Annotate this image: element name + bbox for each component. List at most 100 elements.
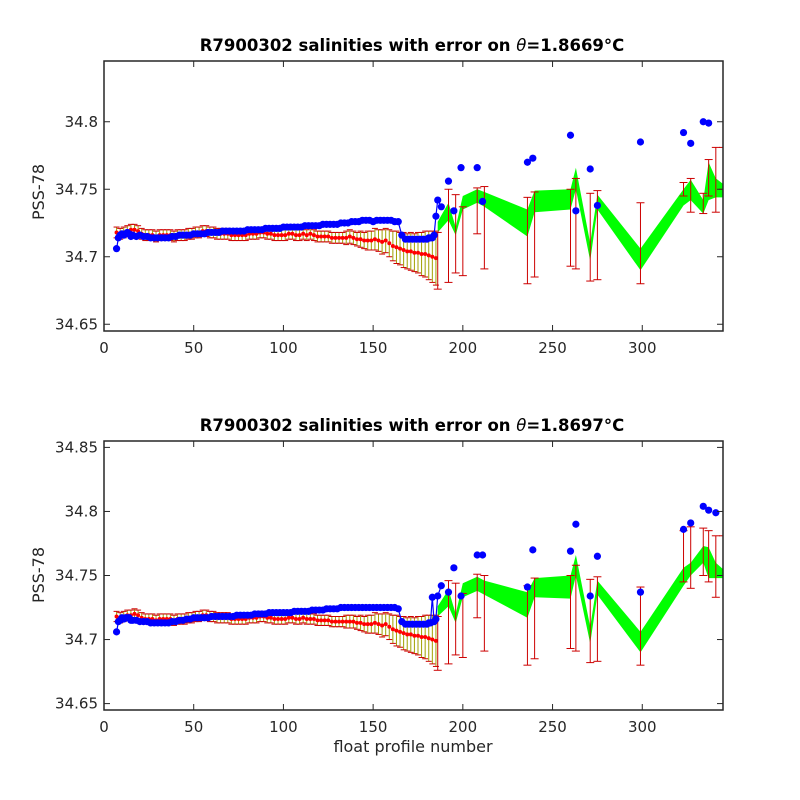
calibrated-point <box>405 249 410 254</box>
calibrated-point <box>290 231 295 236</box>
calibrated-point <box>362 238 367 243</box>
calibrated-point <box>132 611 137 616</box>
float-point <box>523 583 532 591</box>
calibrated-point <box>412 633 417 638</box>
calibrated-point <box>398 629 403 634</box>
top-panel-title: R7900302 salinities with error on θ=1.86… <box>200 36 625 55</box>
calibrated-point <box>423 252 428 257</box>
calibrated-point <box>408 632 413 637</box>
calibrated-point <box>401 248 406 252</box>
calibrated-point <box>347 619 352 624</box>
calibrated-point <box>365 622 370 627</box>
calibrated-point <box>394 628 399 633</box>
calibrated-point <box>376 622 381 627</box>
calibrated-point <box>415 633 420 638</box>
x-tick-label: 250 <box>538 718 567 736</box>
calibrated-point <box>426 253 431 258</box>
bottom-panel-plot-area: 0 50 100 150 200 250 300 34.65 34.7 34.75 34.8 34.8… <box>55 438 724 736</box>
x-tick-label: 0 <box>99 339 109 357</box>
float-point <box>593 201 602 210</box>
float-point <box>112 245 121 253</box>
calibrated-point <box>311 617 316 622</box>
x-tick-label: 250 <box>538 339 567 357</box>
float-point <box>529 154 537 162</box>
x-tick-label: 150 <box>359 718 388 736</box>
float-point <box>572 520 580 528</box>
x-tick-label: 200 <box>449 339 478 357</box>
calibrated-point <box>383 622 388 627</box>
y-tick-label: 34.85 <box>55 438 98 456</box>
calibrated-point <box>283 617 288 622</box>
y-tick-label: 34.65 <box>55 695 98 713</box>
float-point <box>705 119 713 127</box>
calibrated-point <box>293 617 298 622</box>
float-point <box>444 177 453 185</box>
calibrated-point <box>430 254 435 259</box>
calibrated-point <box>340 619 345 624</box>
float-point <box>566 547 575 555</box>
calibrated-point <box>412 250 417 255</box>
fit-band <box>437 162 723 271</box>
top-panel: R7900302 salinities with error on θ=1.86… <box>29 36 724 357</box>
calibrated-point <box>419 252 424 257</box>
x-tick-label: 200 <box>449 718 478 736</box>
calibrated-point <box>308 617 313 622</box>
float-point <box>705 506 713 514</box>
calibrated-point <box>337 619 342 624</box>
calibrated-point <box>376 238 381 243</box>
float-point <box>566 131 575 139</box>
calibrated-point <box>268 231 273 236</box>
calibrated-point <box>322 234 327 239</box>
float-point <box>430 231 438 239</box>
float-point <box>586 165 594 173</box>
y-tick-label: 34.7 <box>65 248 98 266</box>
y-tick-label: 34.65 <box>55 315 98 333</box>
calibrated-point <box>286 231 291 236</box>
float-point <box>478 197 487 205</box>
float-point <box>636 138 645 146</box>
calibrated-point <box>132 227 137 232</box>
float-point <box>473 551 481 559</box>
float-point <box>473 164 481 172</box>
float-point <box>712 509 720 517</box>
top-panel-ylabel: PSS-78 <box>29 164 48 220</box>
x-tick-label: 0 <box>99 718 109 736</box>
calibrated-point <box>358 237 363 242</box>
calibrated-point <box>372 237 377 242</box>
calibrated-point <box>333 235 338 240</box>
calibrated-point <box>290 615 295 620</box>
top-panel-plot-area: 0 50 100 150 200 250 300 34.65 34.7 34.75 34.8 <box>55 60 724 357</box>
calibrated-point <box>351 619 356 624</box>
calibrated-point <box>419 634 424 639</box>
float-point <box>450 207 458 215</box>
calibrated-point <box>394 245 399 250</box>
calibrated-point <box>362 622 367 627</box>
calibrated-point <box>340 235 345 240</box>
calibrated-point <box>415 250 420 255</box>
calibrated-point <box>293 233 298 238</box>
float-point <box>687 519 695 527</box>
float-point <box>450 564 458 572</box>
calibrated-point <box>315 618 320 623</box>
float-point <box>636 588 645 596</box>
calibrated-point <box>351 235 356 240</box>
fit-band <box>437 546 723 653</box>
float-point <box>457 592 465 600</box>
calibrated-point <box>276 233 281 238</box>
calibrated-point <box>383 238 388 243</box>
float-point <box>593 552 602 560</box>
calibrated-point <box>319 234 324 239</box>
calibrated-point <box>114 614 119 619</box>
calibrated-point <box>326 234 331 239</box>
float-point <box>437 582 445 590</box>
calibrated-point <box>398 246 403 251</box>
float-point <box>437 203 445 211</box>
calibrated-point <box>408 249 413 254</box>
calibrated-point <box>365 238 370 243</box>
float-point <box>586 592 594 600</box>
calibrated-point <box>433 638 438 643</box>
calibrated-point <box>311 233 316 238</box>
bottom-panel: R7900302 salinities with error on θ=1.86… <box>29 416 724 756</box>
